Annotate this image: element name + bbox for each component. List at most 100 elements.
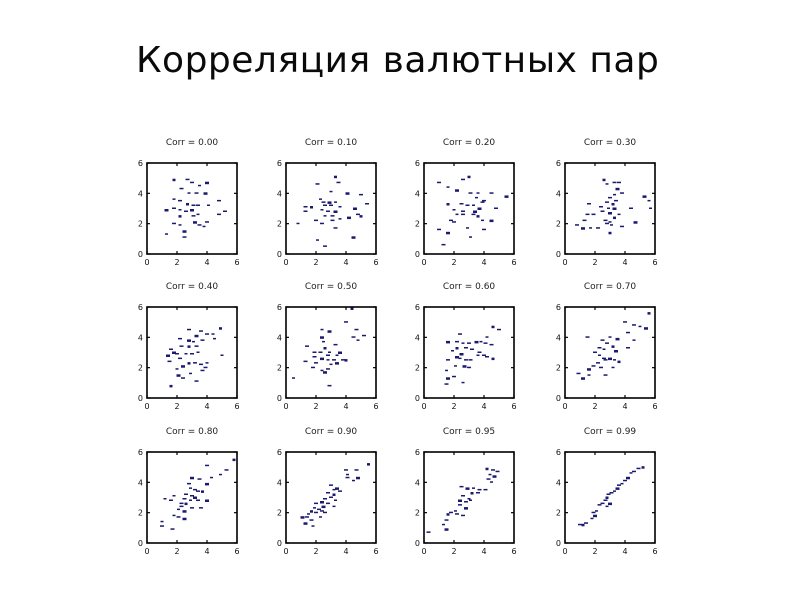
data-point bbox=[608, 221, 612, 223]
data-point bbox=[647, 312, 651, 315]
data-point bbox=[632, 470, 636, 473]
y-tick-label: 6 bbox=[415, 303, 420, 312]
data-point bbox=[464, 501, 468, 503]
data-point bbox=[620, 225, 624, 228]
data-point bbox=[444, 519, 449, 521]
y-tick-label: 4 bbox=[556, 189, 561, 198]
data-point bbox=[189, 487, 192, 489]
data-point bbox=[170, 528, 175, 530]
y-tick-label: 2 bbox=[138, 220, 143, 229]
slide-title: Корреляция валютных пар bbox=[136, 40, 660, 81]
data-point bbox=[187, 362, 191, 365]
x-tick-label: 4 bbox=[622, 258, 627, 267]
data-point bbox=[615, 337, 620, 341]
x-tick-label: 6 bbox=[373, 547, 378, 556]
data-point bbox=[190, 209, 194, 212]
data-point bbox=[305, 345, 309, 347]
data-point bbox=[469, 499, 472, 501]
data-point bbox=[205, 181, 209, 185]
x-tick-label: 2 bbox=[174, 547, 179, 556]
scatter-plot: 0 2 4 6 0 2 4 6 bbox=[138, 448, 240, 556]
data-point bbox=[474, 340, 479, 344]
data-point bbox=[470, 492, 474, 495]
y-tick-label: 6 bbox=[138, 303, 143, 312]
data-point bbox=[172, 495, 176, 497]
data-point bbox=[446, 359, 450, 361]
data-point bbox=[454, 510, 457, 512]
data-point bbox=[491, 357, 495, 361]
x-tick-label: 0 bbox=[283, 547, 288, 556]
data-point bbox=[196, 490, 200, 492]
data-point bbox=[203, 192, 208, 195]
data-point bbox=[489, 192, 494, 194]
data-point bbox=[603, 359, 608, 361]
data-point bbox=[485, 336, 489, 338]
scatter-panel: Corr = 0.90 0 2 4 6 0 2 4 6 bbox=[277, 427, 379, 556]
x-tick-label: 4 bbox=[204, 547, 209, 556]
data-point bbox=[458, 499, 462, 502]
data-point bbox=[179, 345, 184, 347]
x-tick-label: 6 bbox=[373, 402, 378, 411]
y-tick-label: 2 bbox=[556, 509, 561, 518]
data-point bbox=[649, 207, 652, 209]
data-point bbox=[316, 239, 319, 241]
data-point bbox=[207, 204, 210, 206]
data-point bbox=[632, 339, 636, 341]
data-point bbox=[437, 228, 441, 231]
data-point bbox=[495, 470, 500, 473]
data-point bbox=[476, 192, 480, 194]
data-point bbox=[329, 484, 333, 486]
data-point bbox=[644, 327, 648, 330]
data-point bbox=[300, 516, 305, 519]
data-point bbox=[198, 184, 201, 187]
data-point bbox=[470, 348, 474, 350]
axes-frame bbox=[423, 306, 515, 399]
y-tick-label: 0 bbox=[277, 250, 282, 259]
data-point bbox=[353, 207, 357, 210]
data-point bbox=[312, 351, 317, 353]
data-point bbox=[446, 513, 450, 516]
data-point bbox=[169, 348, 173, 350]
data-point bbox=[623, 321, 627, 323]
data-point bbox=[178, 357, 182, 360]
data-point bbox=[455, 189, 459, 192]
y-tick-label: 2 bbox=[277, 220, 282, 229]
x-tick-label: 4 bbox=[622, 402, 627, 411]
data-point bbox=[319, 198, 322, 200]
data-point bbox=[585, 336, 590, 338]
data-point bbox=[365, 203, 369, 205]
data-point bbox=[179, 187, 184, 190]
data-point bbox=[175, 353, 179, 355]
data-point bbox=[192, 340, 195, 343]
data-point bbox=[446, 203, 450, 206]
y-tick-label: 4 bbox=[277, 333, 282, 342]
data-point bbox=[345, 476, 350, 479]
data-point bbox=[482, 228, 486, 231]
x-tick-label: 4 bbox=[343, 547, 348, 556]
data-point bbox=[307, 513, 310, 515]
axes-frame bbox=[285, 306, 377, 399]
data-point bbox=[335, 487, 339, 490]
data-point bbox=[354, 328, 359, 331]
y-tick-label: 6 bbox=[277, 159, 282, 168]
data-point bbox=[491, 469, 495, 471]
data-point bbox=[187, 328, 191, 331]
scatter-plot: 0 2 4 6 0 2 4 6 bbox=[415, 159, 517, 267]
data-point bbox=[587, 368, 591, 371]
data-point bbox=[468, 192, 473, 194]
panel-title: Corr = 0.60 bbox=[442, 282, 496, 292]
data-point bbox=[608, 231, 612, 235]
data-point bbox=[486, 478, 491, 480]
data-point bbox=[462, 365, 467, 368]
x-tick-label: 6 bbox=[234, 402, 239, 411]
data-point bbox=[329, 190, 333, 193]
data-point bbox=[504, 195, 509, 198]
data-point bbox=[292, 377, 295, 379]
y-tick-label: 0 bbox=[556, 250, 561, 259]
data-point bbox=[326, 368, 330, 370]
data-point bbox=[455, 347, 459, 350]
data-point bbox=[176, 374, 181, 377]
data-point bbox=[196, 351, 200, 353]
data-point bbox=[359, 193, 363, 196]
data-point bbox=[476, 492, 480, 494]
